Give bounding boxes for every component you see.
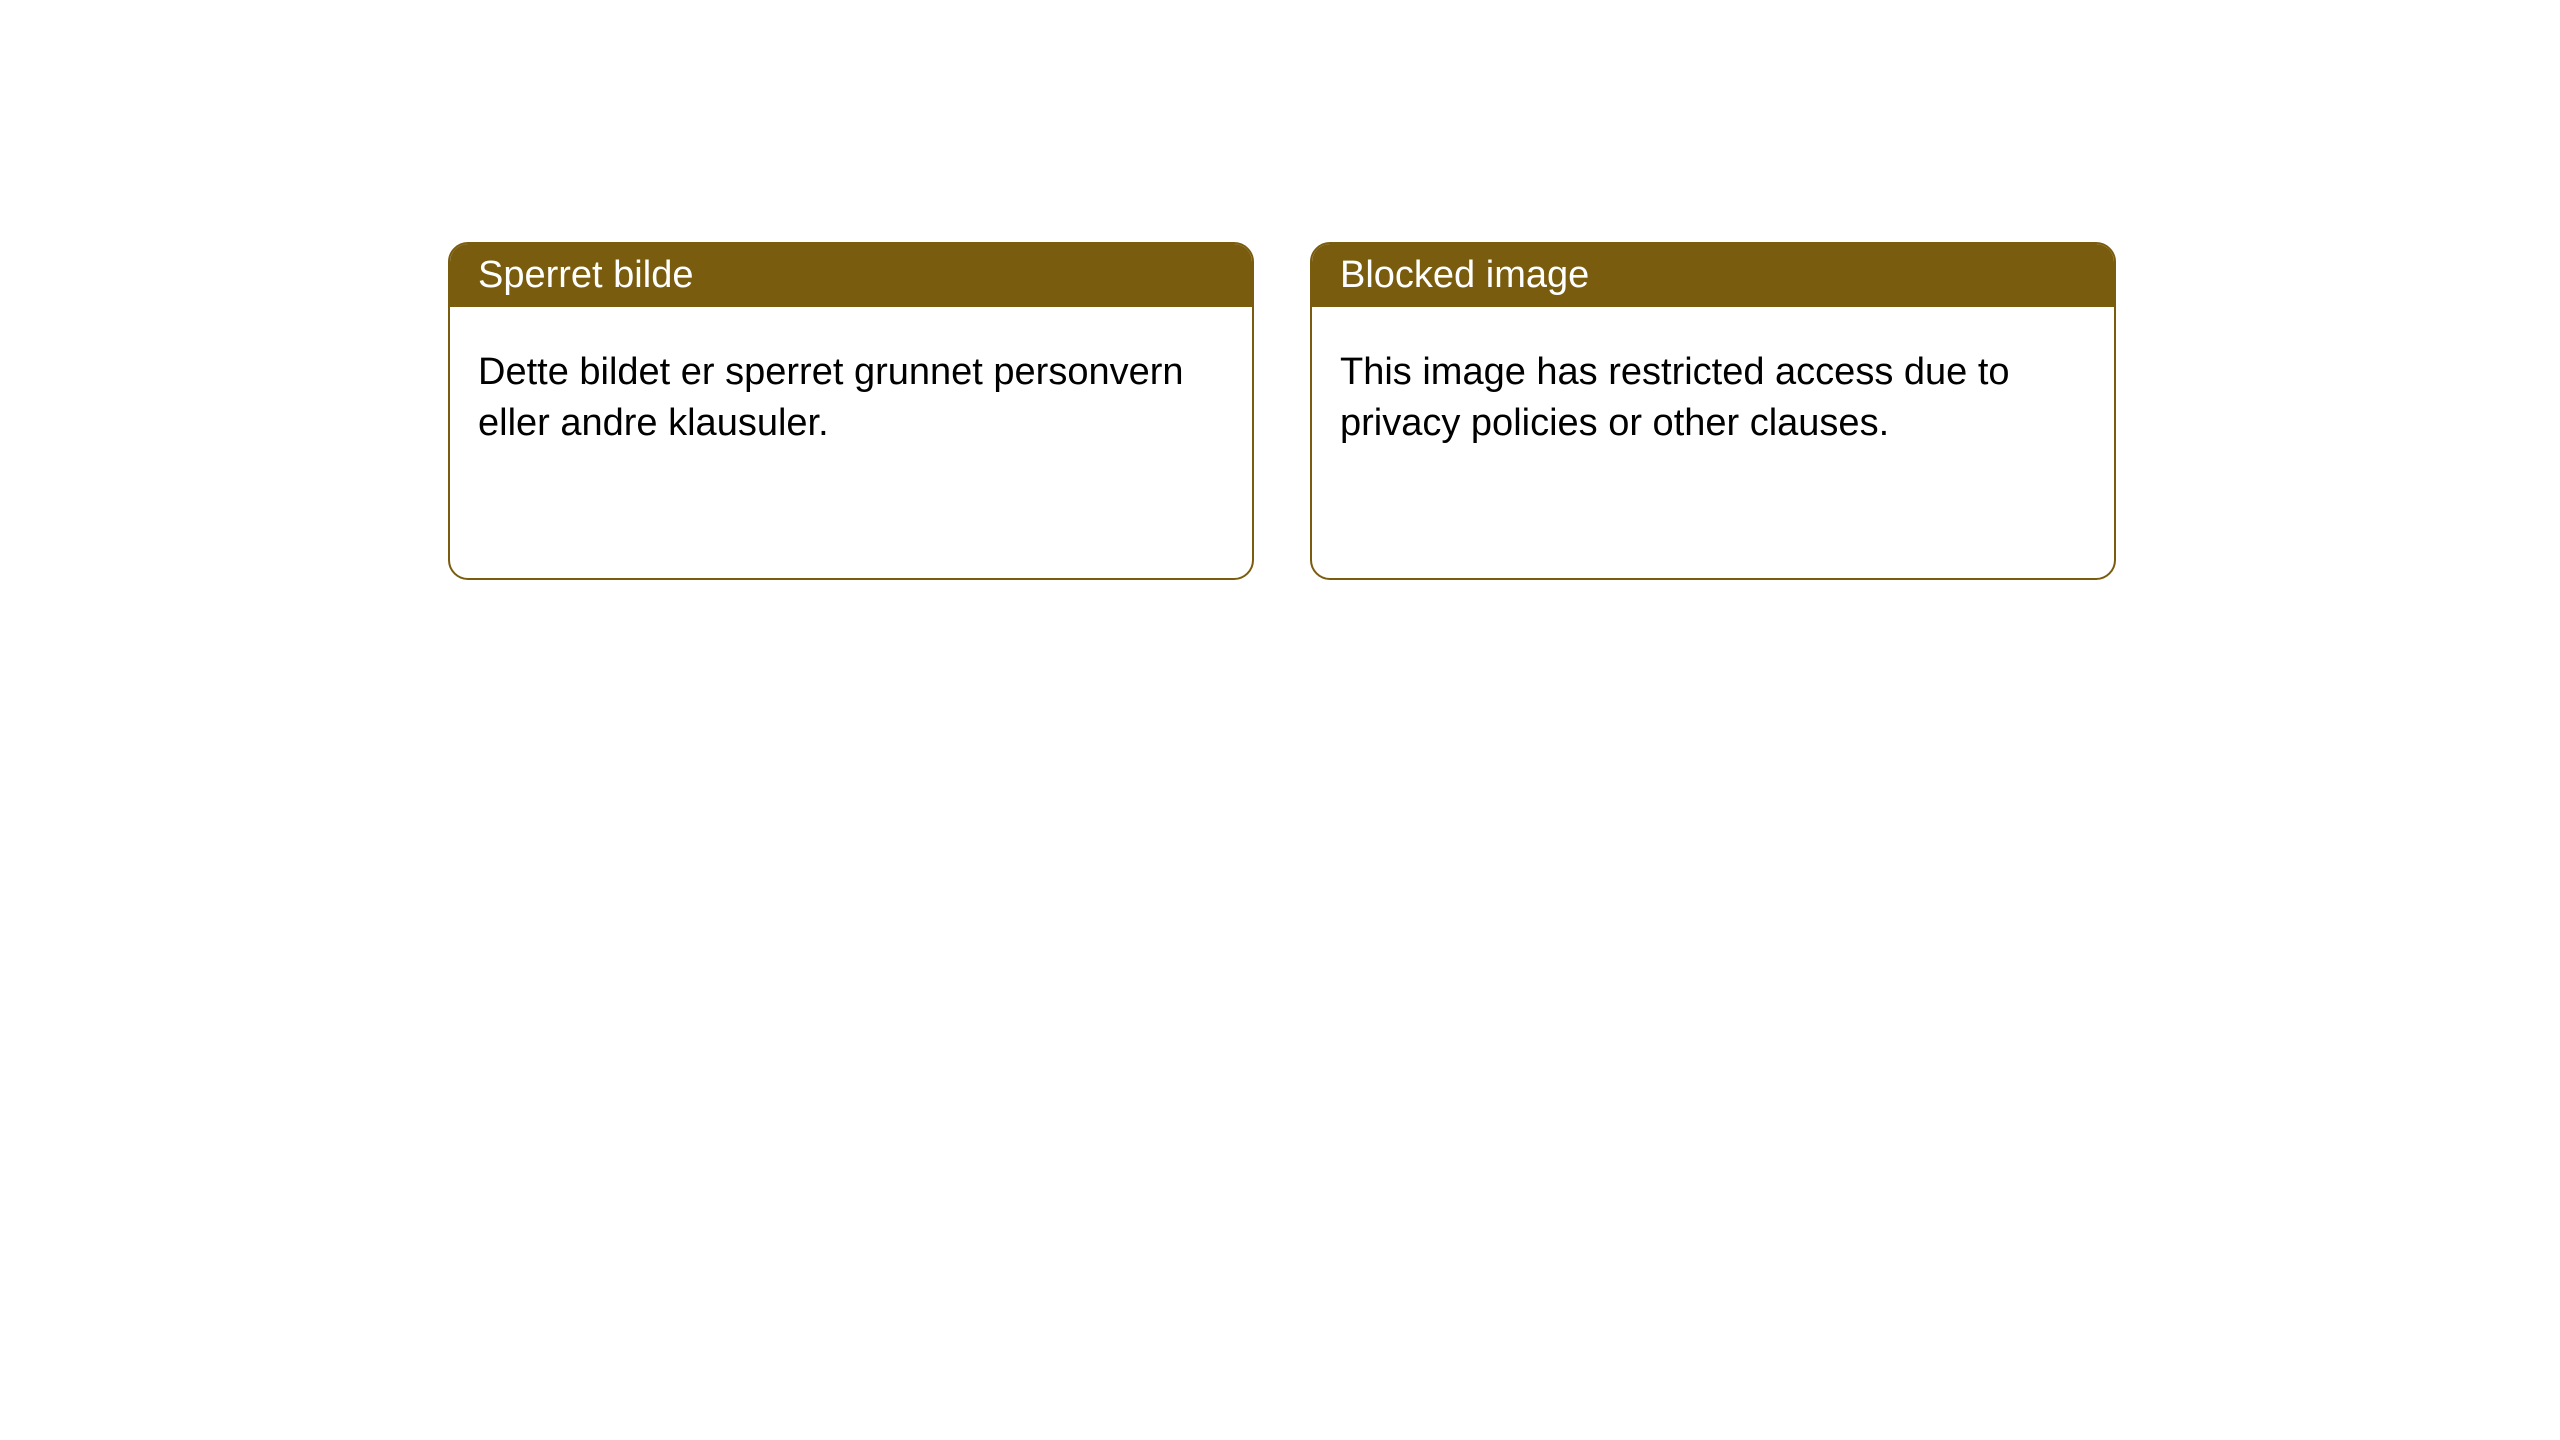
card-header: Sperret bilde (450, 244, 1252, 307)
card-body: This image has restricted access due to … (1312, 307, 2114, 490)
card-body: Dette bildet er sperret grunnet personve… (450, 307, 1252, 490)
notice-card-english: Blocked image This image has restricted … (1310, 242, 2116, 580)
card-title: Sperret bilde (478, 254, 693, 296)
card-body-text: This image has restricted access due to … (1340, 351, 2010, 444)
card-title: Blocked image (1340, 254, 1589, 296)
notice-cards-container: Sperret bilde Dette bildet er sperret gr… (448, 242, 2116, 580)
card-header: Blocked image (1312, 244, 2114, 307)
card-body-text: Dette bildet er sperret grunnet personve… (478, 351, 1184, 444)
notice-card-norwegian: Sperret bilde Dette bildet er sperret gr… (448, 242, 1254, 580)
